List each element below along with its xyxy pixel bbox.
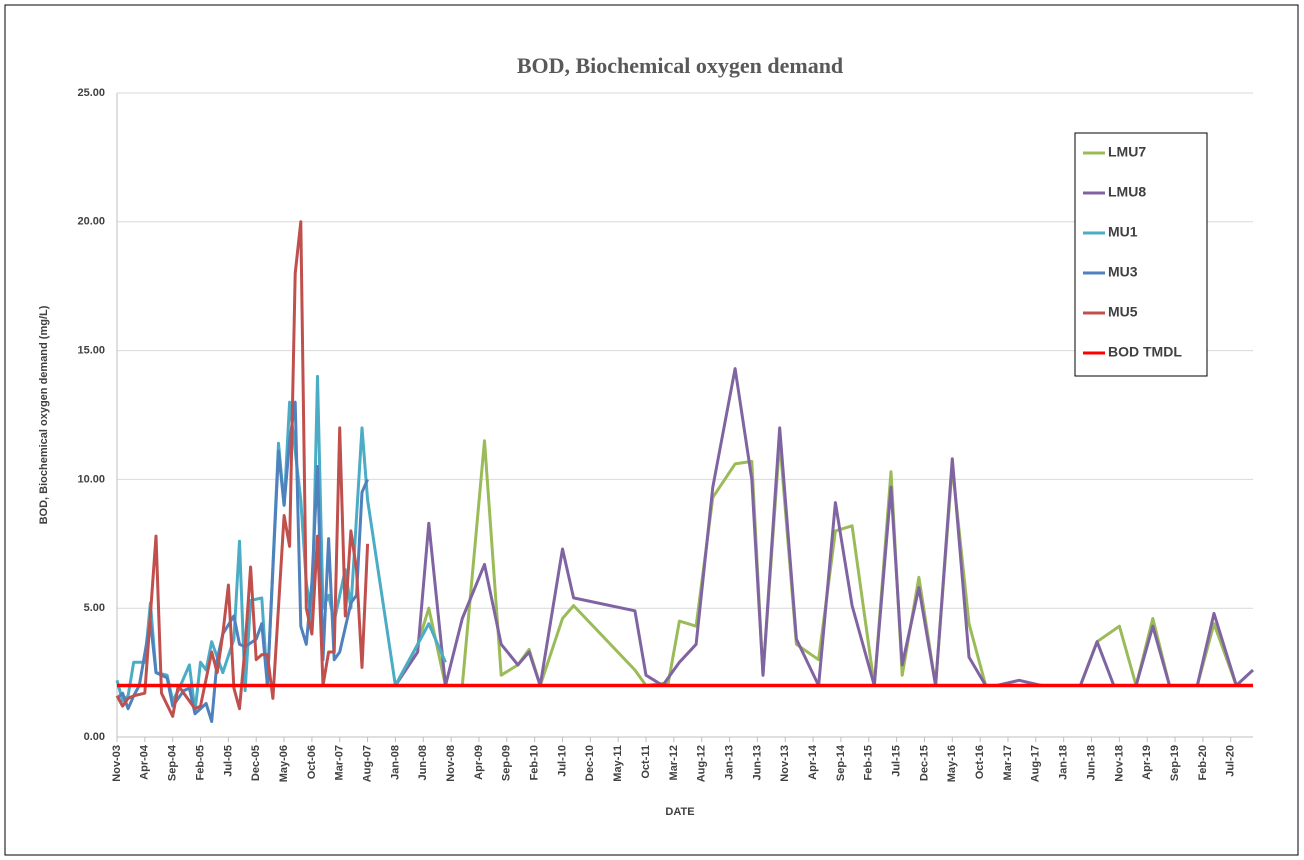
x-tick-label: Jan-18	[1058, 745, 1070, 780]
x-tick-label: Sep-09	[501, 745, 513, 781]
x-tick-label: May-16	[946, 745, 958, 782]
x-tick-label: Dec-05	[250, 745, 262, 781]
y-tick-label: 15.00	[77, 345, 105, 357]
chart-title: BOD, Biochemical oxygen demand	[517, 53, 843, 78]
x-tick-label: Nov-18	[1113, 745, 1125, 782]
y-tick-label: 25.00	[77, 87, 105, 99]
x-tick-label: Dec-10	[584, 745, 596, 781]
x-tick-label: Sep-14	[835, 744, 847, 781]
x-tick-label: Apr-19	[1141, 745, 1153, 780]
x-tick-label: Feb-05	[194, 745, 206, 780]
x-tick-label: Jul-15	[891, 745, 903, 777]
x-tick-label: Jun-18	[1085, 745, 1097, 780]
x-tick-label: Nov-03	[111, 745, 123, 782]
x-tick-label: Jan-08	[389, 745, 401, 780]
legend-label: LMU7	[1108, 144, 1146, 160]
x-tick-label: Jun-13	[751, 745, 763, 780]
x-tick-label: Sep-19	[1169, 745, 1181, 781]
x-tick-label: Apr-09	[473, 745, 485, 780]
x-tick-label: Jan-13	[723, 745, 735, 780]
x-tick-label: Dec-15	[918, 745, 930, 781]
x-tick-label: May-11	[612, 745, 624, 782]
x-tick-label: Jun-08	[417, 745, 429, 780]
y-tick-label: 5.00	[84, 602, 105, 614]
series-line	[115, 400, 369, 723]
x-tick-label: Apr-04	[139, 744, 151, 780]
y-tick-label: 20.00	[77, 216, 105, 228]
x-tick-label: Feb-10	[529, 745, 541, 780]
x-tick-label: Sep-04	[167, 744, 179, 781]
x-tick-label: Mar-07	[334, 745, 346, 780]
x-tick-label: Oct-16	[974, 745, 986, 779]
x-tick-label: Mar-12	[668, 745, 680, 780]
legend-label: MU3	[1108, 264, 1138, 280]
x-tick-label: Jul-05	[222, 745, 234, 777]
x-tick-label: May-06	[278, 745, 290, 782]
legend-box	[1074, 132, 1208, 377]
x-axis-title: DATE	[665, 806, 694, 818]
x-tick-label: Oct-06	[306, 745, 318, 779]
legend-label: MU5	[1108, 304, 1138, 320]
x-tick-label: Feb-20	[1197, 745, 1209, 780]
x-tick-label: Aug-17	[1030, 745, 1042, 782]
y-axis-title: BOD, Biochemical oxygen demand (mg/L)	[38, 305, 50, 524]
x-tick-label: Aug-07	[361, 745, 373, 782]
x-tick-label: Nov-13	[779, 745, 791, 782]
series-line	[115, 220, 370, 718]
x-tick-label: Jul-20	[1225, 745, 1237, 777]
x-tick-label: Feb-15	[863, 745, 875, 780]
x-tick-label: Mar-17	[1002, 745, 1014, 780]
y-tick-label: 10.00	[77, 473, 105, 485]
x-tick-label: Oct-11	[640, 745, 652, 779]
x-tick-label: Nov-08	[445, 745, 457, 782]
legend-label: BOD TMDL	[1108, 344, 1182, 360]
x-tick-label: Apr-14	[807, 744, 819, 780]
legend-label: MU1	[1108, 224, 1138, 240]
x-tick-label: Jul-10	[556, 745, 568, 777]
y-tick-label: 0.00	[84, 731, 105, 743]
legend-label: LMU8	[1108, 184, 1146, 200]
x-tick-label: Aug-12	[696, 745, 708, 782]
